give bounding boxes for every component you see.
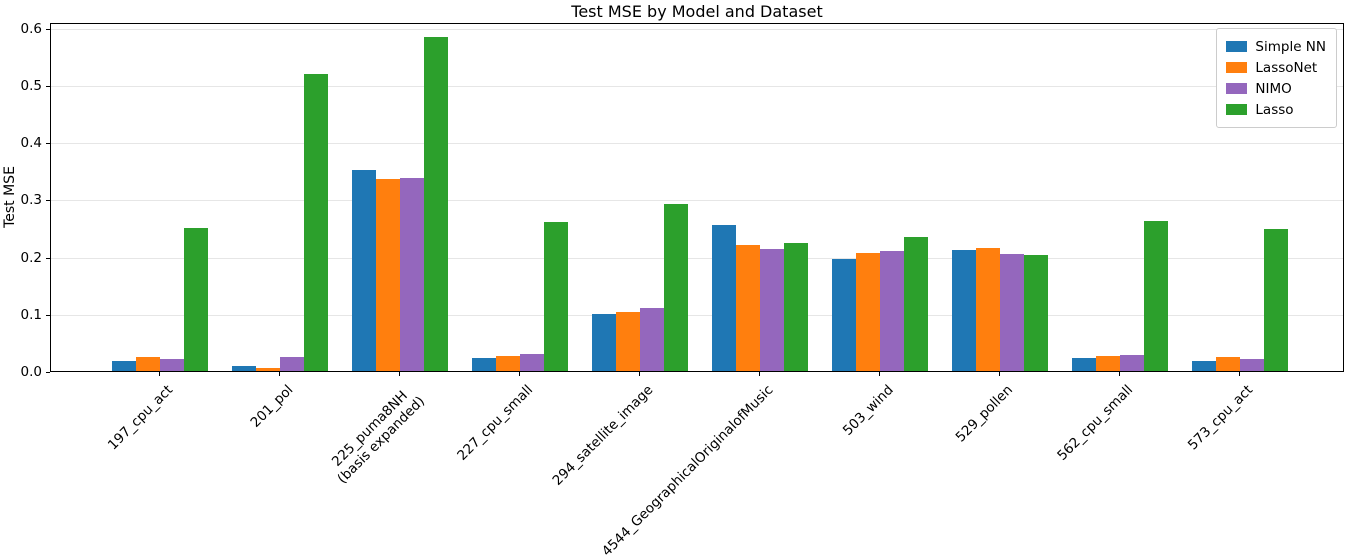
bar bbox=[1000, 253, 1024, 371]
bar bbox=[520, 354, 544, 371]
bar bbox=[1192, 361, 1216, 371]
bar bbox=[544, 221, 568, 371]
y-tick-mark bbox=[46, 86, 50, 87]
gridline bbox=[51, 28, 1343, 30]
bar bbox=[1096, 356, 1120, 371]
bar bbox=[1264, 228, 1288, 371]
y-tick-mark bbox=[46, 372, 50, 373]
y-tick-mark bbox=[46, 315, 50, 316]
x-tick-mark bbox=[279, 372, 280, 376]
x-tick-mark bbox=[759, 372, 760, 376]
bar bbox=[1120, 355, 1144, 371]
x-tick-mark bbox=[999, 372, 1000, 376]
bar bbox=[1144, 221, 1168, 371]
bar bbox=[712, 225, 736, 371]
bar bbox=[112, 360, 136, 371]
x-tick-label: 503_wind bbox=[839, 382, 897, 439]
bar bbox=[880, 251, 904, 371]
bar bbox=[280, 356, 304, 371]
plot-area bbox=[50, 23, 1344, 372]
gridline bbox=[51, 257, 1343, 259]
bar bbox=[640, 308, 664, 371]
x-tick-label: 573_cpu_act bbox=[1185, 382, 1257, 454]
bar bbox=[472, 357, 496, 371]
chart-title: Test MSE by Model and Dataset bbox=[571, 2, 823, 21]
legend-item: LassoNet bbox=[1226, 57, 1326, 78]
legend-item: NIMO bbox=[1226, 78, 1326, 99]
legend-label: NIMO bbox=[1255, 80, 1292, 97]
bar bbox=[904, 237, 928, 371]
y-tick-label: 0.4 bbox=[20, 135, 42, 151]
bar bbox=[184, 228, 208, 371]
bar bbox=[976, 248, 1000, 371]
legend: Simple NN LassoNet NIMO Lasso bbox=[1216, 28, 1337, 128]
x-tick-label: 562_cpu_small bbox=[1054, 382, 1137, 464]
bar bbox=[736, 245, 760, 371]
y-tick-label: 0.2 bbox=[20, 250, 42, 266]
legend-swatch bbox=[1226, 83, 1248, 94]
bar bbox=[400, 178, 424, 371]
bar bbox=[832, 258, 856, 371]
x-tick-mark bbox=[159, 372, 160, 376]
y-tick-mark bbox=[46, 200, 50, 201]
y-tick-mark bbox=[46, 258, 50, 259]
bar bbox=[424, 37, 448, 371]
x-tick-label: 201_pol bbox=[247, 382, 297, 431]
bar bbox=[1072, 358, 1096, 371]
x-tick-label: 225_puma8NH (basis expanded) bbox=[328, 387, 428, 487]
x-tick-label: 227_cpu_small bbox=[454, 382, 537, 464]
legend-swatch bbox=[1226, 104, 1248, 115]
y-tick-mark bbox=[46, 143, 50, 144]
bar bbox=[136, 356, 160, 371]
gridline bbox=[51, 143, 1343, 145]
x-tick-label: 294_satellite_image bbox=[549, 382, 657, 489]
bar bbox=[256, 367, 280, 371]
bar bbox=[160, 359, 184, 371]
y-tick-label: 0.0 bbox=[20, 364, 42, 380]
bar bbox=[1024, 254, 1048, 371]
bar bbox=[376, 179, 400, 371]
y-tick-label: 0.6 bbox=[20, 21, 42, 37]
bar bbox=[952, 249, 976, 371]
gridline bbox=[51, 200, 1343, 202]
legend-swatch bbox=[1226, 62, 1248, 73]
bar bbox=[760, 248, 784, 371]
bar bbox=[856, 253, 880, 371]
x-axis-labels: 197_cpu_act 201_pol 225_puma8NH (basis exp… bbox=[50, 377, 1344, 560]
bar bbox=[304, 74, 328, 371]
x-tick-mark bbox=[639, 372, 640, 376]
legend-label: LassoNet bbox=[1255, 59, 1318, 76]
legend-swatch bbox=[1226, 41, 1248, 52]
bar bbox=[496, 355, 520, 371]
bar bbox=[784, 243, 808, 371]
legend-item: Simple NN bbox=[1226, 36, 1326, 57]
gridline bbox=[51, 85, 1343, 87]
x-tick-mark bbox=[879, 372, 880, 376]
y-tick-label: 0.5 bbox=[20, 78, 42, 94]
bar bbox=[232, 366, 256, 371]
x-tick-label: 529_pollen bbox=[952, 382, 1017, 446]
bar bbox=[664, 203, 688, 371]
y-tick-label: 0.1 bbox=[20, 307, 42, 323]
legend-item: Lasso bbox=[1226, 99, 1326, 120]
legend-label: Lasso bbox=[1255, 101, 1294, 118]
legend-label: Simple NN bbox=[1255, 38, 1326, 55]
bar bbox=[592, 314, 616, 371]
bar bbox=[616, 311, 640, 371]
x-tick-mark bbox=[1119, 372, 1120, 376]
x-tick-label: 197_cpu_act bbox=[105, 382, 177, 454]
x-tick-mark bbox=[1239, 372, 1240, 376]
bar bbox=[1240, 359, 1264, 371]
y-tick-mark bbox=[46, 29, 50, 30]
x-tick-mark bbox=[399, 372, 400, 376]
bar bbox=[1216, 357, 1240, 371]
y-tick-label: 0.3 bbox=[20, 192, 42, 208]
gridline bbox=[51, 314, 1343, 316]
x-tick-mark bbox=[519, 372, 520, 376]
bar bbox=[352, 170, 376, 371]
